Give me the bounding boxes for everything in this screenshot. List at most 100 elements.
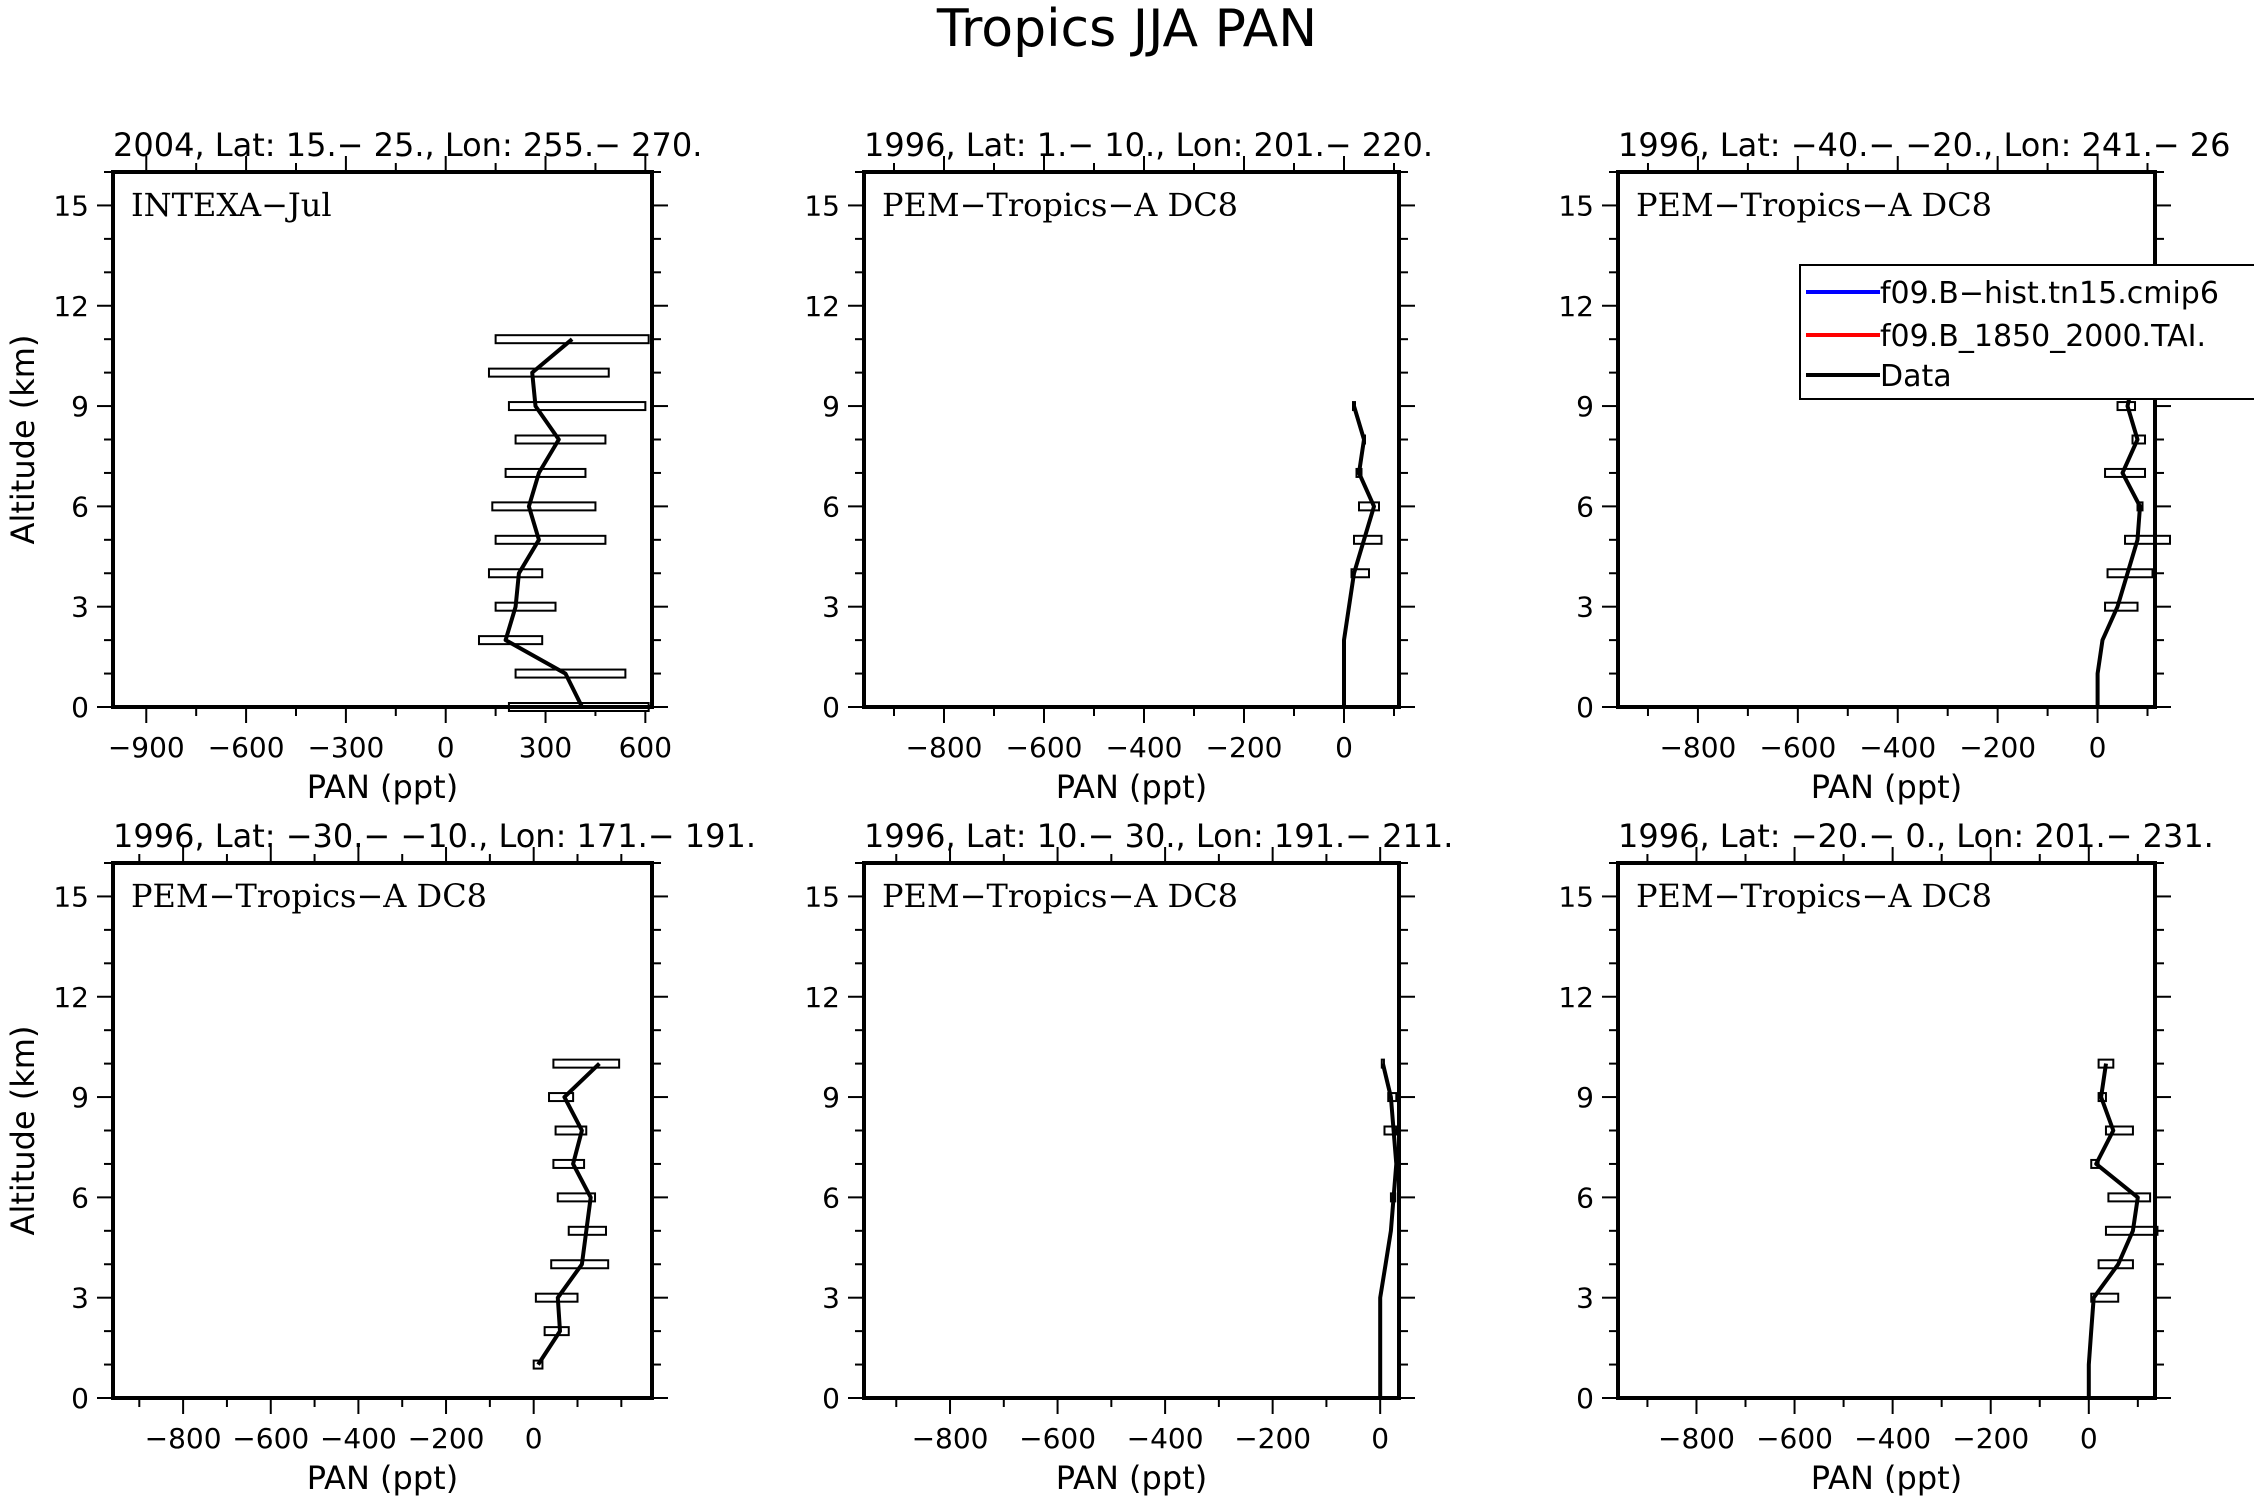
y-tick-label: 6 xyxy=(822,1181,840,1214)
y-tick-label: 9 xyxy=(71,1081,89,1114)
range-bar xyxy=(507,401,647,412)
x-tick-label: −400 xyxy=(320,1422,397,1455)
range-bar xyxy=(548,1092,575,1103)
x-tick-label: 300 xyxy=(519,731,572,764)
panel-3: 1996, Lat: −40.− −20., Lon: 241.− 26 0 3 6 9… xyxy=(1558,126,2230,806)
x-tick-label: −400 xyxy=(1854,1422,1931,1455)
y-tick-label: 12 xyxy=(1558,981,1594,1014)
x-axis-label: PAN (ppt) xyxy=(307,1459,458,1497)
x-tick-label: −800 xyxy=(1659,731,1736,764)
x-tick-label: −800 xyxy=(145,1422,222,1455)
y-tick-label: 9 xyxy=(1576,1081,1594,1114)
y-tick-label: 15 xyxy=(1558,880,1594,913)
panel-annotation: PEM−Tropics−A DC8 xyxy=(1636,877,1992,915)
y-axis-label: Altitude (km) xyxy=(4,335,42,545)
y-tick-label: 3 xyxy=(71,591,89,624)
data-profile-line xyxy=(503,337,584,708)
plot-frame xyxy=(1616,170,2157,709)
panel-5: 1996, Lat: 10.− 30., Lon: 191.− 211. 0 3 6 9… xyxy=(804,817,1453,1497)
range-bar xyxy=(1358,501,1380,512)
x-tick-label: 0 xyxy=(2080,1422,2098,1455)
range-bar xyxy=(514,668,627,679)
panel-subtitle: 2004, Lat: 15.− 25., Lon: 255.− 270. xyxy=(113,126,702,164)
y-tick-label: 9 xyxy=(71,390,89,423)
panel-annotation: PEM−Tropics−A DC8 xyxy=(1636,186,1992,224)
y-tick-label: 0 xyxy=(1576,1382,1594,1415)
range-bar xyxy=(1383,1125,1398,1136)
y-tick-label: 3 xyxy=(822,591,840,624)
data-profile-line xyxy=(1342,405,1376,707)
range-bar xyxy=(2090,1292,2120,1303)
y-tick-label: 15 xyxy=(1558,189,1594,222)
y-tick-label: 15 xyxy=(804,880,840,913)
range-bar xyxy=(2104,601,2139,612)
x-tick-label: 0 xyxy=(1335,731,1353,764)
plot-frame xyxy=(862,170,1401,709)
legend-label-2: f09.B_1850_2000.TAI. xyxy=(1880,319,2206,354)
plot-frame xyxy=(111,861,654,1400)
x-tick-label: −200 xyxy=(1952,1422,2029,1455)
x-tick-label: −300 xyxy=(307,731,384,764)
x-tick-label: −600 xyxy=(1019,1422,1096,1455)
range-bar xyxy=(487,568,544,579)
y-tick-label: 6 xyxy=(1576,1181,1594,1214)
panel-4: 1996, Lat: −30.− −10., Lon: 171.− 191. 0 3… xyxy=(4,817,756,1497)
x-tick-label: −200 xyxy=(1959,731,2036,764)
y-tick-label: 12 xyxy=(53,290,89,323)
y-tick-label: 6 xyxy=(71,1181,89,1214)
x-tick-label: −600 xyxy=(1006,731,1083,764)
legend-label-1: f09.B−hist.tn15.cmip6 xyxy=(1880,276,2219,311)
legend-label-3: Data xyxy=(1880,359,1952,394)
panel-2: 1996, Lat: 1.− 10., Lon: 201.− 220. 0 3 6 9 1… xyxy=(804,126,1433,806)
range-bar xyxy=(556,1192,597,1203)
x-tick-label: 0 xyxy=(2089,731,2107,764)
range-bar xyxy=(2124,534,2171,545)
y-tick-label: 15 xyxy=(53,880,89,913)
range-bar xyxy=(1350,568,1370,579)
range-bar xyxy=(487,367,610,378)
y-tick-label: 0 xyxy=(822,691,840,724)
y-tick-label: 3 xyxy=(822,1282,840,1315)
x-tick-label: −200 xyxy=(1234,1422,1311,1455)
x-tick-label: −200 xyxy=(1206,731,1283,764)
y-tick-label: 9 xyxy=(1576,390,1594,423)
x-tick-label: −800 xyxy=(1658,1422,1735,1455)
x-tick-label: −200 xyxy=(408,1422,485,1455)
panel-annotation: PEM−Tropics−A DC8 xyxy=(882,877,1238,915)
y-tick-label: 3 xyxy=(71,1282,89,1315)
y-tick-label: 15 xyxy=(804,189,840,222)
panel-subtitle: 1996, Lat: 10.− 30., Lon: 191.− 211. xyxy=(864,817,1453,855)
data-profile-line xyxy=(536,1062,601,1366)
y-tick-label: 0 xyxy=(1576,691,1594,724)
y-tick-label: 15 xyxy=(53,189,89,222)
panel-subtitle: 1996, Lat: −20.− 0., Lon: 201.− 231. xyxy=(1618,817,2214,855)
x-tick-label: −400 xyxy=(1859,731,1936,764)
figure-title: Tropics JJA PAN xyxy=(936,0,1317,59)
panel-subtitle: 1996, Lat: 1.− 10., Lon: 201.− 220. xyxy=(864,126,1433,164)
y-tick-label: 0 xyxy=(71,1382,89,1415)
panels-container: 2004, Lat: 15.− 25., Lon: 255.− 270. 0 3 6 9… xyxy=(4,126,2230,1497)
x-tick-label: −400 xyxy=(1127,1422,1204,1455)
y-tick-label: 3 xyxy=(1576,591,1594,624)
y-tick-label: 6 xyxy=(71,490,89,523)
x-axis-label: PAN (ppt) xyxy=(1056,768,1207,806)
panel-annotation: INTEXA−Jul xyxy=(131,186,332,224)
y-tick-label: 12 xyxy=(1558,290,1594,323)
x-axis-label: PAN (ppt) xyxy=(1811,1459,1962,1497)
range-bar xyxy=(2104,1125,2134,1136)
range-bar xyxy=(494,601,557,612)
x-tick-label: −400 xyxy=(1106,731,1183,764)
panel-annotation: PEM−Tropics−A DC8 xyxy=(882,186,1238,224)
plot-frame xyxy=(862,861,1401,1400)
range-bar xyxy=(552,1058,621,1069)
plot-frame xyxy=(111,170,654,709)
range-bar xyxy=(504,467,587,478)
x-tick-label: −600 xyxy=(1759,731,1836,764)
y-tick-label: 9 xyxy=(822,390,840,423)
range-bar xyxy=(491,501,597,512)
x-tick-label: −800 xyxy=(906,731,983,764)
range-bar xyxy=(552,1158,586,1169)
range-bar xyxy=(1353,534,1383,545)
panel-6: 1996, Lat: −20.− 0., Lon: 201.− 231. 0 3 6 9… xyxy=(1558,817,2213,1497)
plot-frame xyxy=(1616,861,2157,1400)
